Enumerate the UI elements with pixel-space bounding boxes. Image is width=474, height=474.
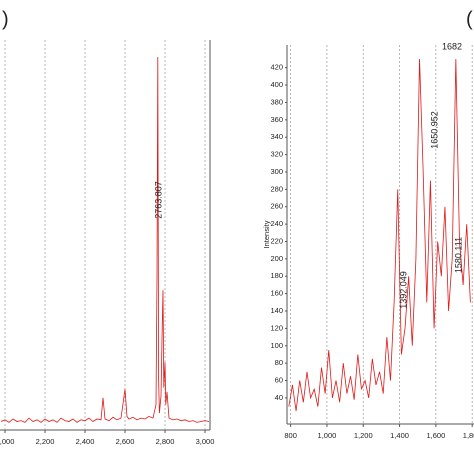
y-tick-label: 60 [275,376,283,385]
y-tick-label: 400 [270,80,283,89]
y-tick-label: 300 [270,167,283,176]
x-tick-label: 800 [284,431,297,440]
y-tick-label: 200 [270,254,283,263]
panel-label: ) [2,8,9,30]
x-tick-label: 2,000 [0,437,14,446]
x-tick-label: 1,800 [463,431,474,440]
y-tick-label: 100 [270,341,283,350]
x-tick-label: 2,600 [116,437,135,446]
peak-annotation: 1580.111 [453,237,463,273]
y-tick-label: 140 [270,306,283,315]
x-tick-label: 1,400 [390,431,409,440]
spectrum-line [0,56,210,423]
spectrum-line [288,58,471,412]
x-tick-label: 3,000 [196,437,215,446]
x-tick-label: 2,800 [156,437,175,446]
y-tick-label: 320 [270,150,283,159]
y-tick-label: 260 [270,202,283,211]
peak-annotation: 1392.049 [398,271,408,309]
y-tick-label: 360 [270,115,283,124]
y-tick-label: 40 [275,393,283,402]
x-tick-label: 1,600 [426,431,445,440]
y-tick-label: 80 [275,358,283,367]
x-tick-label: 2,200 [36,437,55,446]
x-tick-label: 1,200 [354,431,373,440]
y-tick-label: 220 [270,236,283,245]
peak-annotation: 1682 [442,41,462,51]
y-tick-label: 120 [270,323,283,332]
panel-label: ( [466,8,473,30]
y-tick-label: 340 [270,132,283,141]
y-tick-label: 160 [270,289,283,298]
peak-annotation: 2763.807 [153,181,163,219]
y-tick-label: 180 [270,271,283,280]
x-tick-label: 1,000 [318,431,337,440]
y-tick-label: 420 [270,63,283,72]
y-tick-label: 380 [270,97,283,106]
peak-annotation: 1650.952 [429,111,439,149]
y-axis-label: Intensity [262,220,271,248]
y-tick-label: 240 [270,219,283,228]
y-tick-label: 280 [270,184,283,193]
x-tick-label: 2,400 [76,437,95,446]
